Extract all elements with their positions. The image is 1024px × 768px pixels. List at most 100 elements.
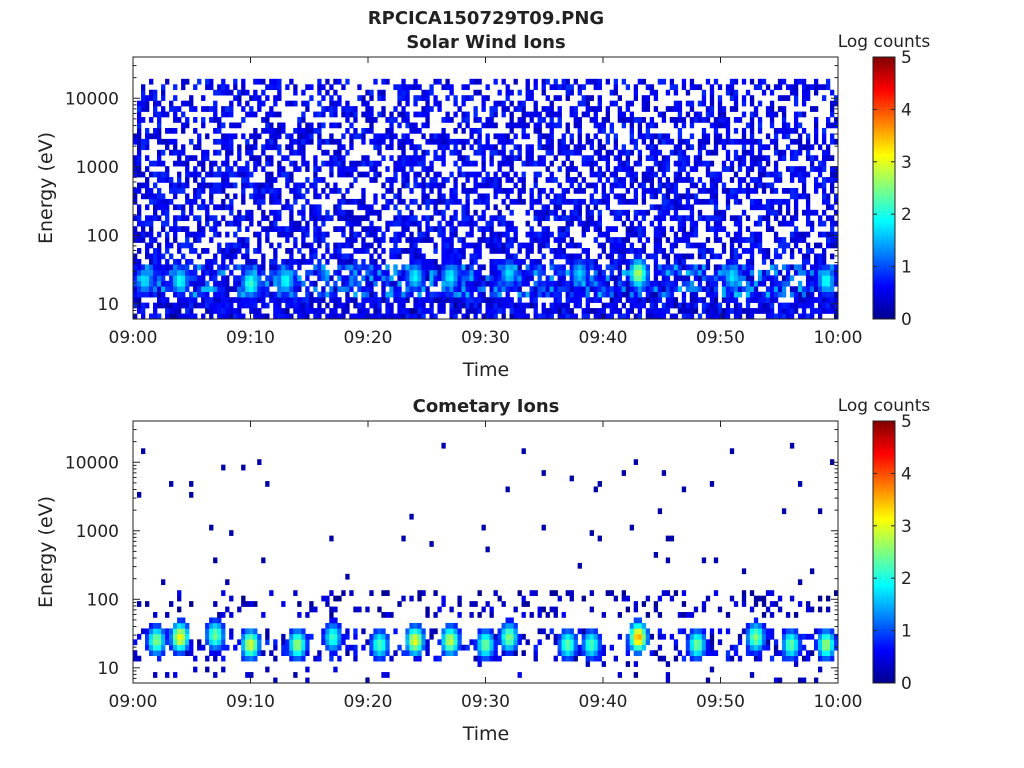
heatmap-cell [397, 95, 402, 101]
heatmap-cell [397, 308, 402, 314]
heatmap-cell [757, 308, 763, 314]
heatmap-cell [609, 258, 614, 265]
heatmap-cell [277, 264, 282, 271]
heatmap-cell [345, 188, 350, 194]
heatmap-cell [537, 111, 542, 118]
heatmap-cell [421, 275, 426, 282]
heatmap-cell [213, 275, 218, 282]
heatmap-cell [449, 302, 454, 309]
heatmap-cell [201, 106, 206, 112]
heatmap-cell [413, 237, 418, 243]
heatmap-cell [561, 253, 566, 260]
heatmap-cell [253, 89, 258, 96]
heatmap-cell [413, 182, 418, 189]
heatmap-cell [249, 672, 254, 678]
heatmap-cell [757, 84, 763, 91]
heatmap-cell [393, 171, 398, 178]
heatmap-cell [205, 182, 210, 189]
heatmap-cell [773, 171, 779, 178]
heatmap-cell [697, 644, 703, 651]
heatmap-cell [769, 204, 775, 211]
heatmap-cell [497, 264, 502, 271]
heatmap-cell [545, 122, 550, 129]
heatmap-cell [357, 269, 362, 276]
heatmap-cell [753, 84, 759, 91]
heatmap-cell [481, 291, 486, 298]
heatmap-cell [549, 100, 554, 107]
heatmap-cell [265, 291, 270, 298]
heatmap-cell [693, 275, 699, 282]
heatmap-cell [385, 313, 390, 320]
heatmap-cell [169, 149, 174, 156]
heatmap-cell [601, 193, 606, 200]
heatmap-cell [465, 280, 470, 287]
heatmap-cell [401, 149, 406, 156]
heatmap-cell [609, 209, 614, 216]
heatmap-cell [141, 144, 146, 151]
heatmap-cell [677, 215, 683, 222]
heatmap-cell [305, 188, 310, 194]
heatmap-cell [337, 226, 342, 232]
heatmap-cell [225, 177, 230, 183]
heatmap-cell [501, 133, 506, 140]
heatmap-cell [153, 182, 158, 189]
heatmap-cell [737, 220, 743, 227]
heatmap-cell [765, 182, 771, 189]
heatmap-cell [305, 133, 310, 140]
heatmap-cell [737, 253, 743, 260]
heatmap-cell [253, 231, 258, 238]
heatmap-cell [797, 291, 803, 298]
heatmap-cell [209, 313, 214, 320]
heatmap-cell [401, 117, 406, 123]
heatmap-cell [485, 84, 490, 91]
heatmap-cell [689, 84, 695, 91]
heatmap-cell [649, 302, 655, 309]
heatmap-cell [173, 264, 178, 271]
heatmap-cell [517, 193, 522, 200]
heatmap-cell [237, 171, 242, 178]
heatmap-cell [333, 313, 338, 320]
heatmap-cell [425, 117, 430, 123]
heatmap-cell [237, 226, 242, 232]
heatmap-cell [361, 226, 366, 232]
heatmap-cell [141, 84, 146, 91]
heatmap-cell [353, 117, 358, 123]
heatmap-cell [613, 100, 618, 107]
heatmap-cell [621, 111, 626, 118]
heatmap-cell [773, 650, 779, 657]
heatmap-cell [185, 231, 190, 238]
heatmap-cell [437, 198, 442, 205]
heatmap-cell [153, 160, 158, 167]
heatmap-cell [137, 160, 142, 167]
heatmap-cell [813, 286, 819, 293]
heatmap-cell [641, 644, 647, 651]
heatmap-cell [165, 237, 170, 243]
heatmap-cell [153, 644, 158, 651]
heatmap-cell [273, 188, 278, 194]
heatmap-cell [433, 182, 438, 189]
heatmap-cell [665, 138, 671, 145]
heatmap-cell [437, 188, 442, 194]
heatmap-cell [417, 155, 422, 162]
heatmap-cell [201, 248, 206, 254]
heatmap-cell [381, 291, 386, 298]
heatmap-cell [441, 286, 446, 293]
heatmap-cell [513, 182, 518, 189]
heatmap-cell [289, 160, 294, 167]
heatmap-cell [241, 188, 246, 194]
heatmap-cell [637, 269, 643, 276]
heatmap-cell [701, 89, 707, 96]
heatmap-cell [825, 242, 831, 249]
heatmap-cell [493, 188, 498, 194]
heatmap-cell [173, 215, 178, 222]
heatmap-cell [593, 188, 598, 194]
heatmap-cell [149, 313, 154, 320]
heatmap-cell [341, 209, 346, 216]
heatmap-cell [513, 106, 518, 112]
heatmap-cell [185, 644, 190, 651]
heatmap-cell [621, 220, 626, 227]
heatmap-cell [509, 122, 514, 129]
heatmap-cell [465, 198, 470, 205]
heatmap-cell [325, 302, 330, 309]
heatmap-cell [713, 198, 719, 205]
